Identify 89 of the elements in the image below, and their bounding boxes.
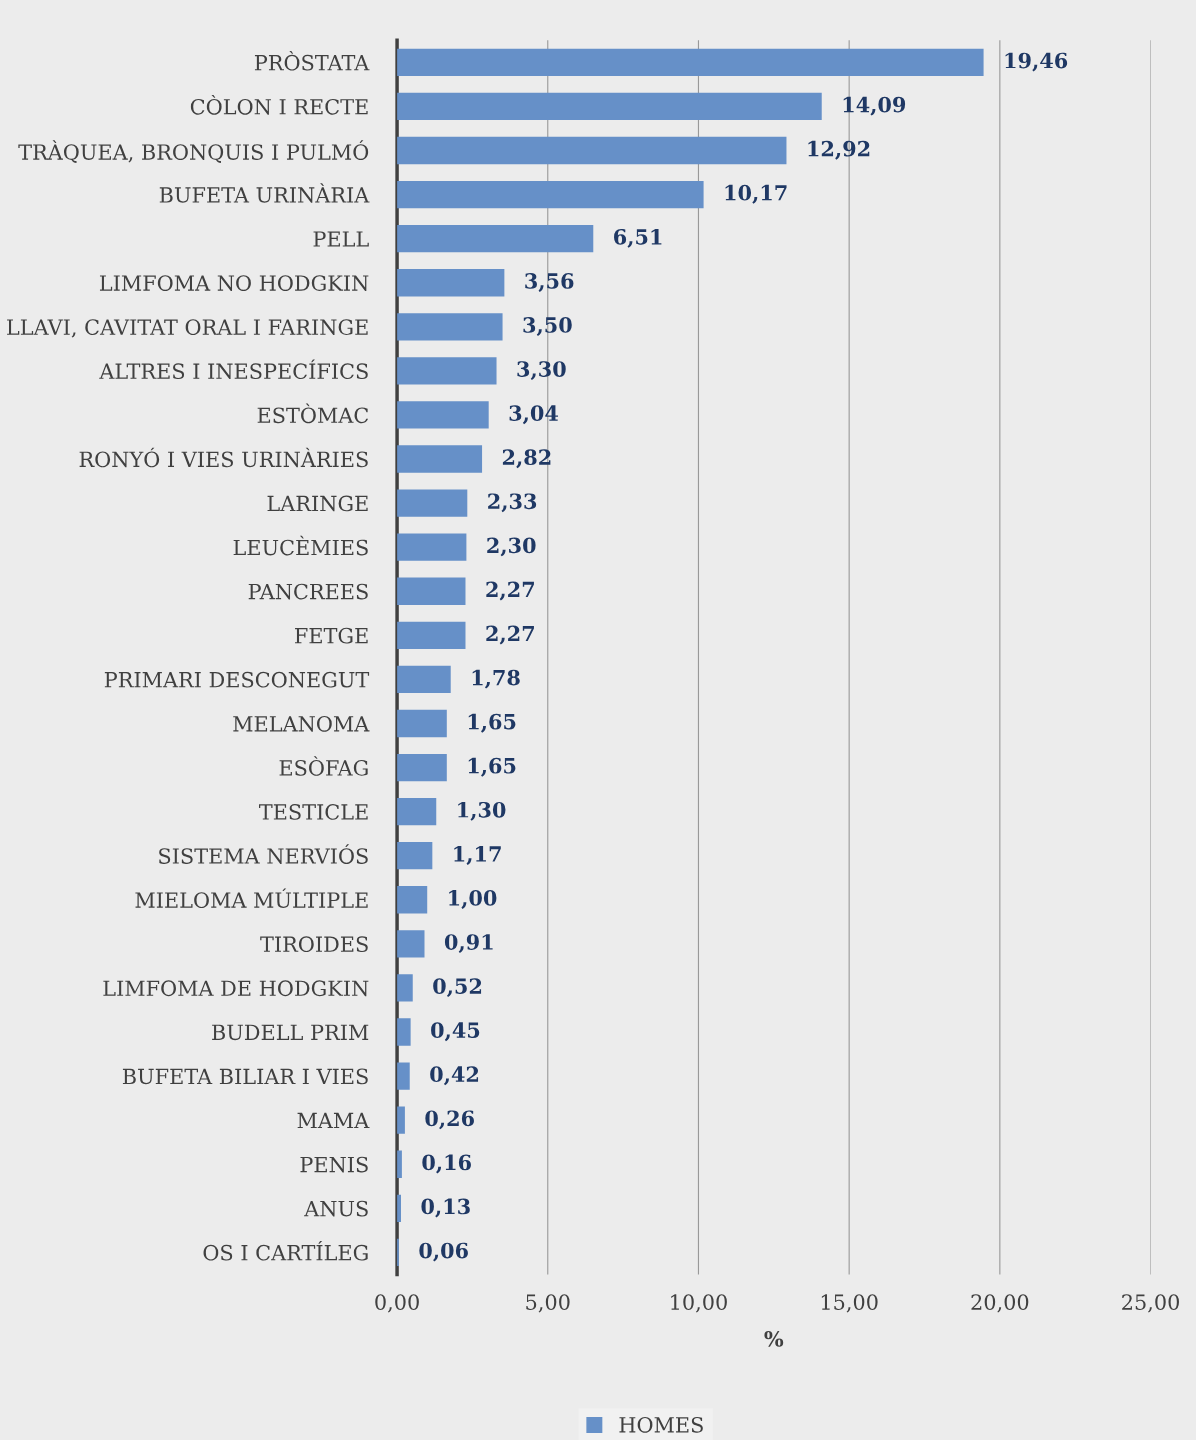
data-label: 1,65 [468,757,516,777]
y-tick-label: TIROIDES [260,936,368,953]
data-label: 3,30 [517,361,566,381]
y-tick-label: LIMFOMA DE HODGKIN [103,980,369,997]
data-label: 2,27 [486,625,534,645]
data-label: 0,91 [444,934,493,954]
y-tick-label: BUDELL PRIM [212,1024,369,1041]
data-label: 1,17 [454,845,501,865]
data-label: 0,52 [433,978,482,998]
bar [397,489,468,517]
data-label: 3,50 [523,317,572,336]
data-label: 19,46 [1005,52,1068,72]
y-tick-label: ANUS [304,1200,368,1217]
y-tick-label: LEUCÈMIES [233,535,368,556]
data-label: 6,51 [614,228,662,248]
data-label: 2,27 [486,581,534,601]
y-tick-label: ESTÒMAC [257,403,369,424]
data-label: 1,78 [472,669,520,689]
y-tick-label: RONYÓ I VIES URINÀRIES [79,447,368,468]
y-tick-label: PRIMARI DESCONEGUT [104,671,370,688]
x-tick-label: 0,00 [375,1294,419,1313]
x-tick-label: 5,00 [526,1294,570,1313]
bar [397,533,467,561]
data-label: 0,42 [430,1066,479,1086]
data-label: 3,04 [509,405,559,425]
y-tick-label: TESTICLE [259,804,368,820]
y-tick-label: PRÒSTATA [254,51,370,71]
y-tick-label: BUFETA BILIAR I VIES [122,1068,368,1085]
bar [397,313,503,341]
bar [397,269,505,297]
bar [397,1106,405,1134]
data-label: 14,09 [843,96,906,116]
bar [397,753,447,782]
y-tick-label: MAMA [297,1112,370,1129]
data-label: 0,16 [422,1154,471,1174]
data-label: 0,45 [431,1022,480,1042]
bar [397,842,433,870]
bar [397,445,483,473]
bar [397,974,413,1002]
data-label: 3,56 [525,273,574,292]
bar [397,180,704,209]
x-axis-title: % [764,1331,784,1347]
bar [397,797,437,826]
y-tick-label: ESÒFAG [279,756,368,776]
y-tick-label: FETGE [295,627,368,644]
y-tick-label: CÒLON I RECTE [190,95,368,115]
y-tick-label: BUFETA URINÀRIA [159,183,370,203]
bar [397,224,594,253]
y-tick-label: PANCREES [248,583,368,600]
data-label: 1,30 [458,801,506,821]
bar [397,401,489,429]
y-tick-label: LIMFOMA NO HODGKIN [99,275,369,291]
bar [397,92,822,121]
y-tick-label: LARINGE [267,495,368,512]
x-tick-label: 20,00 [971,1294,1029,1313]
bar [397,357,497,385]
bar [397,48,984,77]
x-tick-label: 15,00 [821,1294,878,1313]
data-label: 1,00 [449,890,497,909]
bar [397,1018,411,1046]
data-label: 2,33 [488,493,537,513]
y-tick-label: TRÀQUEA, BRONQUIS I PULMÓ [18,140,369,163]
x-tick-label: 10,00 [671,1294,727,1313]
bar [397,577,466,605]
data-label: 0,06 [419,1242,468,1262]
bar [397,665,451,694]
y-tick-label: LLAVI, CAVITAT ORAL I FARINGE [7,319,368,338]
y-tick-label: PELL [313,231,369,247]
x-tick-label: 25,00 [1122,1294,1179,1313]
y-tick-label: MELANOMA [233,715,370,732]
y-tick-label: ALTRES I INESPECÍFICS [99,359,368,380]
data-label: 12,92 [808,140,870,160]
y-tick-label: SISTEMA NERVIÓS [159,844,368,864]
y-tick-label: MIELOMA MÚLTIPLE [135,888,368,908]
data-label: 2,82 [502,449,551,469]
bar [397,1062,410,1090]
bar [397,621,466,649]
data-label: 0,13 [421,1198,470,1218]
bar [397,930,425,958]
legend-label: HOMES [619,1416,703,1433]
y-tick-label: OS I CARTÍLEG [203,1241,368,1261]
data-label: 10,17 [725,184,787,204]
y-tick-label: PENIS [300,1156,368,1173]
data-label: 0,26 [425,1110,474,1130]
data-label: 1,65 [468,713,516,733]
bar [397,886,428,914]
bar [397,136,787,165]
data-label: 2,30 [487,537,536,557]
bar [397,709,447,738]
